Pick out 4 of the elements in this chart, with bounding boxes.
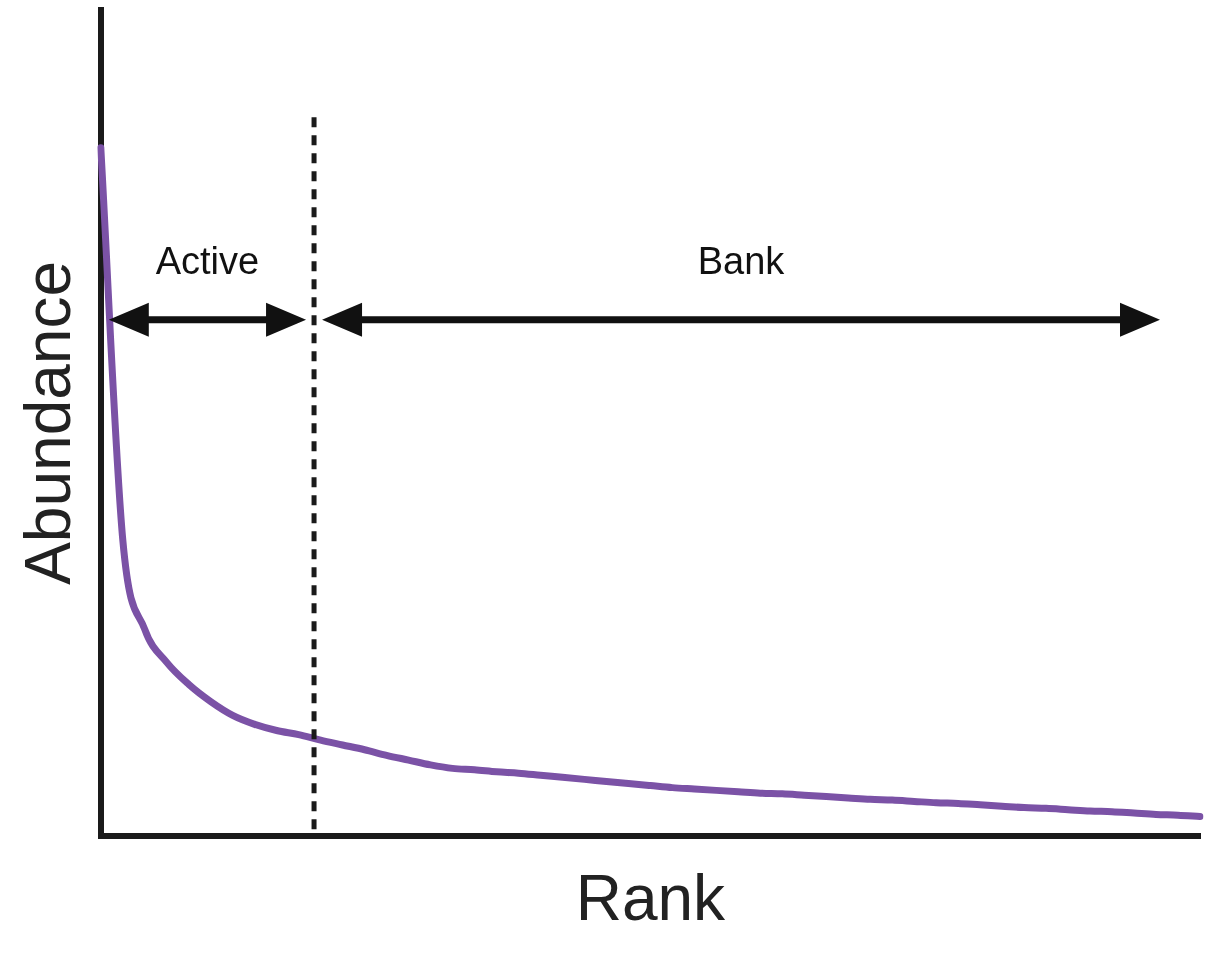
- annotation: Bank: [697, 239, 786, 282]
- annotation: Active: [155, 239, 260, 282]
- x-axis-title: Rank: [575, 862, 727, 935]
- y-axis-title: Abundance: [12, 260, 85, 585]
